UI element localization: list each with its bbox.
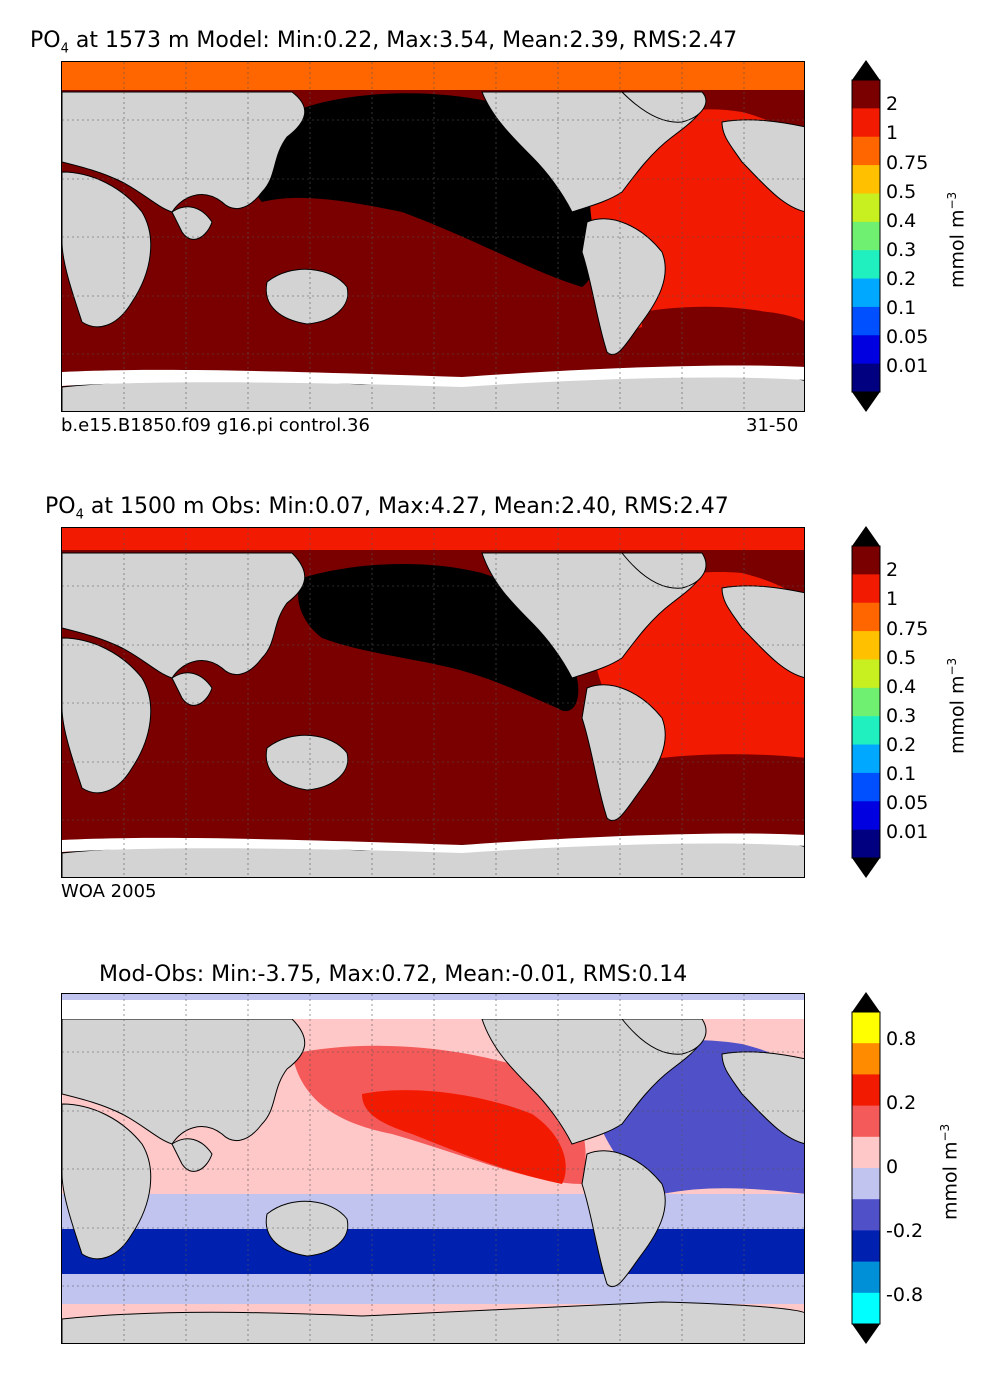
cb1-label: 0.3 bbox=[886, 239, 917, 261]
cb3-label: -0.8 bbox=[886, 1284, 924, 1306]
cb1-label: 2 bbox=[886, 93, 899, 115]
colorbar-swatch bbox=[852, 829, 880, 859]
panel1-footer-left: b.e15.B1850.f09 g16.pi control.36 bbox=[61, 415, 370, 436]
colorbar-swatch bbox=[852, 136, 880, 166]
colorbar-swatch bbox=[852, 306, 880, 336]
cb1-label: 0.05 bbox=[886, 326, 929, 348]
colorbar-swatch bbox=[852, 250, 880, 280]
panel1-footer-right: 31-50 bbox=[746, 415, 799, 436]
panel3-units: mmol m−3 bbox=[938, 1123, 962, 1220]
panel2-units: mmol m−3 bbox=[945, 657, 969, 754]
colorbar-swatch bbox=[852, 1292, 880, 1325]
panel3-map bbox=[61, 993, 805, 1344]
cb1-label: 0.75 bbox=[886, 152, 929, 174]
colorbar-extend-bottom bbox=[852, 858, 880, 878]
cb2-label: 0.05 bbox=[886, 792, 929, 814]
colorbar-swatch bbox=[852, 193, 880, 223]
colorbar-swatch bbox=[852, 687, 880, 717]
panel1-map bbox=[61, 61, 805, 412]
panel1-title: PO4 at 1573 m Model: Min:0.22, Max:3.54,… bbox=[30, 28, 738, 57]
cb3-label: 0.8 bbox=[886, 1028, 917, 1050]
colorbar-extend-top bbox=[852, 526, 880, 546]
colorbar-swatch bbox=[852, 1074, 880, 1107]
colorbar-swatch bbox=[852, 744, 880, 774]
colorbar-swatch bbox=[852, 335, 880, 365]
colorbar-swatch bbox=[852, 1199, 880, 1231]
colorbar-swatch bbox=[852, 716, 880, 746]
colorbar-swatch bbox=[852, 108, 880, 138]
colorbar-swatch bbox=[852, 602, 880, 632]
cb2-label: 0.01 bbox=[886, 821, 929, 843]
colorbar-extend-bottom bbox=[852, 1324, 880, 1344]
colorbar-swatch bbox=[852, 1105, 880, 1138]
cb2-label: 0.4 bbox=[886, 676, 917, 698]
colorbar-swatch bbox=[852, 278, 880, 308]
cb1-label: 0.2 bbox=[886, 268, 917, 290]
colorbar-swatch bbox=[852, 801, 880, 831]
cb1-label: 0.5 bbox=[886, 181, 917, 203]
panel1-units: mmol m−3 bbox=[945, 191, 969, 288]
colorbar-extend-bottom bbox=[852, 392, 880, 412]
colorbar-swatch bbox=[852, 1012, 880, 1044]
cb3-label: 0 bbox=[886, 1156, 899, 1178]
colorbar-swatch bbox=[852, 546, 880, 575]
cb3-label: -0.2 bbox=[886, 1220, 924, 1242]
colorbar-extend-top bbox=[852, 60, 880, 80]
colorbar-swatch bbox=[852, 659, 880, 689]
panel2-title: PO4 at 1500 m Obs: Min:0.07, Max:4.27, M… bbox=[45, 494, 729, 523]
panel2-map bbox=[61, 527, 805, 878]
cb1-label: 0.4 bbox=[886, 210, 917, 232]
cb1-label: 1 bbox=[886, 122, 899, 144]
cb1-label: 0.01 bbox=[886, 355, 929, 377]
cb2-label: 0.3 bbox=[886, 705, 917, 727]
colorbar-swatch bbox=[852, 1168, 880, 1200]
colorbar-swatch bbox=[852, 363, 880, 393]
colorbar-swatch bbox=[852, 1136, 880, 1169]
cb1-label: 0.1 bbox=[886, 297, 917, 319]
panel1-colorbar bbox=[851, 60, 881, 412]
cb2-label: 0.2 bbox=[886, 734, 917, 756]
colorbar-swatch bbox=[852, 1043, 880, 1075]
colorbar-swatch bbox=[852, 221, 880, 251]
colorbar-swatch bbox=[852, 574, 880, 604]
colorbar-swatch bbox=[852, 80, 880, 109]
cb2-label: 0.5 bbox=[886, 647, 917, 669]
cb3-label: 0.2 bbox=[886, 1092, 917, 1114]
colorbar-swatch bbox=[852, 1230, 880, 1263]
cb2-label: 0.75 bbox=[886, 618, 929, 640]
colorbar-swatch bbox=[852, 1261, 880, 1294]
colorbar-extend-top bbox=[852, 992, 880, 1012]
panel2-footer-left: WOA 2005 bbox=[61, 881, 157, 902]
panel3-title: Mod-Obs: Min:-3.75, Max:0.72, Mean:-0.01… bbox=[99, 962, 688, 987]
cb2-label: 0.1 bbox=[886, 763, 917, 785]
panel3-colorbar bbox=[851, 992, 881, 1344]
colorbar-swatch bbox=[852, 165, 880, 194]
cb2-label: 2 bbox=[886, 559, 899, 581]
colorbar-swatch bbox=[852, 631, 880, 660]
colorbar-swatch bbox=[852, 772, 880, 802]
panel2-colorbar bbox=[851, 526, 881, 878]
cb2-label: 1 bbox=[886, 588, 899, 610]
